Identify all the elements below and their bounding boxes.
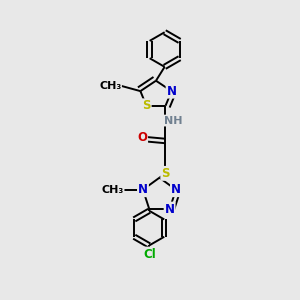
Text: CH₃: CH₃ [102,185,124,195]
Text: CH₃: CH₃ [99,81,121,91]
Text: N: N [167,85,177,98]
Text: N: N [138,183,148,196]
Text: Cl: Cl [143,248,156,261]
Text: NH: NH [164,116,182,126]
Text: N: N [171,183,181,196]
Text: S: S [142,99,151,112]
Text: S: S [161,167,170,180]
Text: O: O [137,130,147,143]
Text: N: N [165,202,175,215]
